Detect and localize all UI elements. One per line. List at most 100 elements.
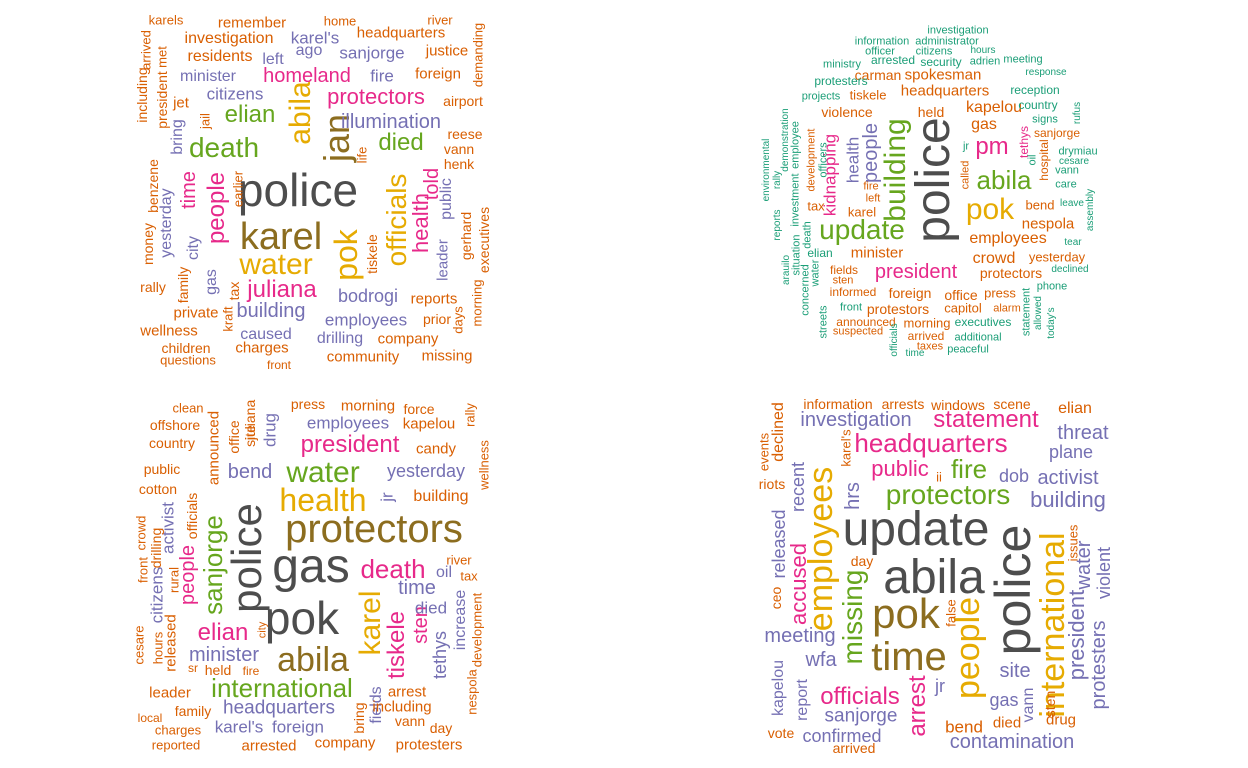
cloud-word: employees [969, 230, 1047, 247]
cloud-word: tethys [1017, 125, 1031, 159]
cloud-word: announced [836, 315, 896, 329]
cloud-word: press [290, 396, 326, 412]
cloud-word: protectors [885, 479, 1011, 510]
cloud-word: questions [160, 352, 216, 368]
cloud-word: jr [377, 492, 397, 502]
cloud-word: violence [821, 104, 873, 120]
cloud-word: bodrogi [337, 286, 399, 306]
cloud-word: yesterday [158, 188, 175, 258]
cloud-word: cesare [1058, 156, 1090, 167]
cloud-word: drug [260, 412, 280, 448]
cloud-word: kraft [220, 306, 236, 332]
cloud-word: citizens [915, 45, 953, 58]
cloud-word: home [323, 13, 357, 29]
cloud-word: demanding [470, 22, 486, 88]
cloud-word: tax [226, 281, 242, 301]
cloud-word: river [446, 552, 472, 568]
cloud-word: earlier [230, 170, 246, 208]
cloud-word: tiskele [364, 234, 380, 274]
cloud-word: tax [807, 198, 825, 214]
cloud-word: left [865, 192, 881, 205]
cloud-word: community [326, 348, 400, 366]
cloud-word: including [134, 67, 150, 123]
cloud-word: justice [425, 42, 469, 60]
cloud-word: company [377, 330, 439, 348]
cloud-word: wellness [140, 322, 198, 340]
cloud-word: illumination [340, 111, 442, 133]
cloud-word: confirmed [802, 726, 882, 746]
cloud-word: missing [837, 569, 868, 665]
cloud-word: bend [1025, 197, 1055, 213]
cloud-word: meeting [764, 625, 836, 647]
cloud-word: security [920, 55, 962, 69]
cloud-word: development [469, 592, 485, 668]
cloud-word: morning [469, 279, 485, 327]
cloud-word: tethys [430, 630, 450, 680]
cloud-word: wellness [476, 440, 492, 490]
cloud-word: hours [150, 631, 166, 665]
cloud-word: foreign [888, 285, 932, 301]
cloud-word: day [850, 553, 874, 569]
cloud-word: tiskele [849, 87, 887, 103]
cloud-word: arrived [832, 740, 876, 756]
cloud-word: arrested [241, 737, 297, 755]
cloud-word: money [140, 222, 156, 266]
cloud-word: reports [772, 209, 783, 241]
cloud-word: declined [770, 402, 787, 462]
cloud-word: care [1055, 178, 1077, 191]
cloud-word: investigation [184, 30, 274, 47]
cloud-word: cesare [131, 625, 147, 665]
cloud-word: officials [381, 173, 412, 267]
cloud-word: karel's [214, 717, 264, 737]
cloud-word: arrived [907, 329, 945, 343]
cloud-word: building [1030, 487, 1106, 512]
cloud-word: children [161, 340, 211, 356]
cloud-word: phone [1036, 280, 1068, 293]
cloud-word: suspected [832, 325, 884, 338]
cloud-word: tax [460, 568, 478, 584]
cloud-word: statement [1020, 287, 1033, 337]
cloud-word: airport [443, 93, 483, 109]
cloud-word: sanjorge [824, 705, 898, 727]
cloud-word: family [174, 703, 212, 719]
cloud-word: police [237, 164, 359, 216]
cloud-word: arrested [870, 53, 916, 67]
cloud-word: caused [240, 326, 292, 343]
cloud-word: activist [1037, 467, 1099, 489]
cloud-word: gas [989, 690, 1019, 710]
cloud-word: yesterday [1028, 249, 1086, 265]
cloud-word: offshore [149, 417, 201, 433]
cloud-word: investigation [800, 409, 912, 431]
cloud-word: officials [889, 323, 900, 357]
cloud-word: assembly [1085, 188, 1096, 232]
cloud-word: karel [847, 204, 877, 220]
cloud-word: pok [328, 229, 364, 281]
cloud-word: ceo [768, 586, 784, 610]
cloud-word: protesters [395, 736, 463, 754]
cloud-word: met [154, 46, 170, 68]
cloud-word: called [959, 160, 972, 190]
cloud-word: headquarters [854, 428, 1008, 458]
cloud-word: left [262, 51, 284, 68]
cloud-word: juliana [247, 276, 317, 303]
cloud-word: update [842, 503, 990, 556]
cloud-word: water [239, 248, 313, 281]
cloud-word: health [408, 193, 433, 253]
cloud-word: drug [1045, 711, 1077, 729]
cloud-word: press [984, 285, 1016, 301]
cloud-word: office [944, 287, 978, 303]
cloud-word: abila [277, 641, 349, 679]
cloud-word: hrs [842, 482, 864, 510]
cloud-word: arrest [387, 683, 427, 701]
cloud-word: employees [324, 310, 408, 330]
cloud-word: private [173, 304, 219, 322]
cloud-word: fire [950, 454, 988, 484]
cloud-word: morning [903, 315, 951, 331]
cloud-word: gas [203, 269, 220, 295]
cloud-word: city [185, 236, 202, 260]
cloud-word: ii [936, 469, 942, 485]
cloud-word: vann [1055, 164, 1079, 177]
cloud-word: issues [1065, 524, 1081, 562]
cloud-word: water [286, 456, 360, 489]
cloud-word: police [223, 503, 270, 613]
